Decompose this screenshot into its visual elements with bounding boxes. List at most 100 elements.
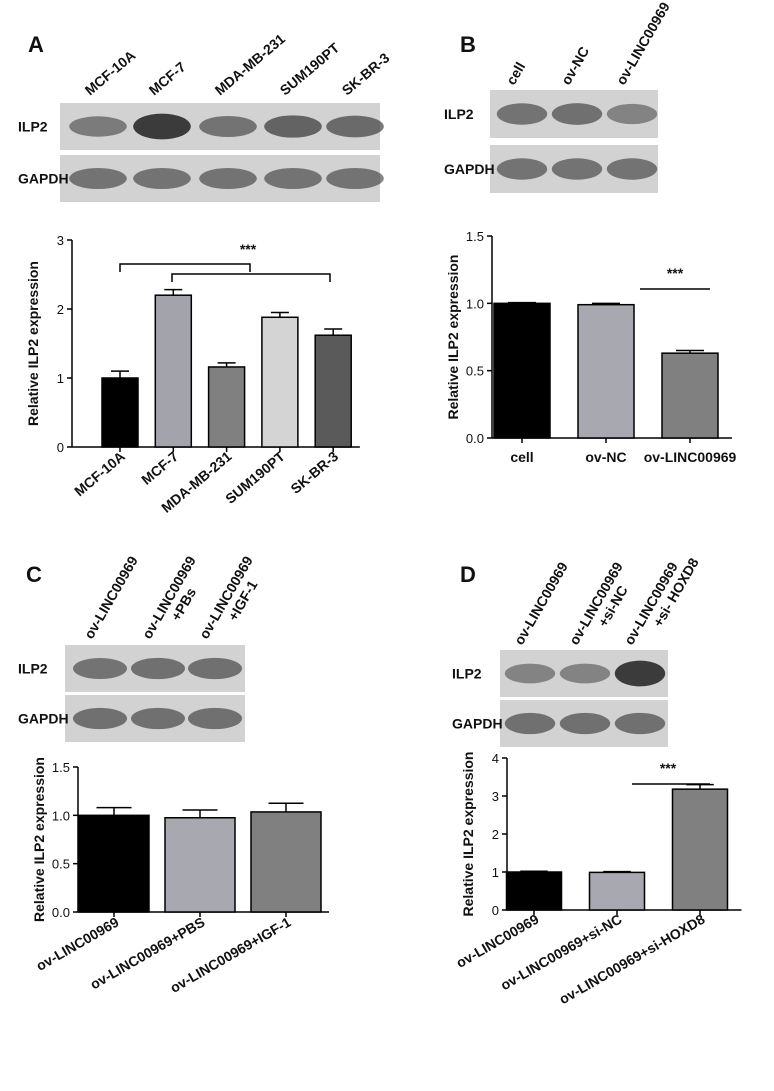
lane-label: MDA-MB-231 — [212, 30, 289, 98]
y-tick-label: 3 — [57, 233, 64, 248]
panel: CILP2GAPDHov-LINC00969ov-LINC00969+PBsov… — [18, 553, 329, 996]
panel-letter: C — [26, 562, 42, 587]
y-tick-label: 0.0 — [466, 431, 484, 446]
lane-label-line: ov-NC — [558, 44, 592, 88]
blot-row-label: GAPDH — [18, 711, 69, 727]
significance-label: *** — [240, 241, 257, 257]
blot-row-label: ILP2 — [444, 106, 474, 122]
lane-label-line: MCF-7 — [146, 58, 189, 98]
y-tick-label: 3 — [492, 789, 499, 804]
y-tick-label: 2 — [57, 302, 64, 317]
blot-band — [133, 167, 191, 190]
lane-label-line: SK-BR-3 — [339, 49, 393, 98]
lane-label: cell — [503, 59, 529, 87]
bar — [661, 352, 719, 439]
blot-band — [614, 712, 666, 735]
bar — [261, 316, 299, 448]
y-tick-label: 1 — [492, 865, 499, 880]
lane-label-line: ov-LINC00969 — [613, 0, 673, 88]
bar — [314, 334, 352, 448]
bar — [154, 294, 193, 448]
blot-band — [606, 103, 658, 125]
significance-line — [171, 273, 331, 282]
panel-letter: A — [28, 32, 44, 57]
lane-label-line: SUM190PT — [277, 39, 343, 98]
bar — [207, 366, 246, 448]
y-tick-label: 1.0 — [52, 808, 70, 823]
y-tick-label: 0.0 — [52, 905, 70, 920]
lane-label-line: ov-LINC00969 — [81, 553, 141, 641]
y-tick-label: 0 — [57, 440, 64, 455]
blot-band — [69, 116, 127, 137]
blot-band — [264, 115, 322, 138]
x-tick-label: cell — [510, 449, 533, 465]
blot-band — [559, 712, 611, 735]
blot-row-label: GAPDH — [444, 161, 495, 177]
lane-label: ov-NC — [558, 44, 592, 88]
panel-letter: B — [460, 32, 476, 57]
x-tick-label: SUM190PT — [222, 448, 288, 507]
y-tick-label: 0.5 — [52, 857, 70, 872]
blot-band — [559, 663, 611, 684]
lane-label-line: MCF-10A — [82, 47, 139, 98]
bar — [671, 788, 729, 911]
lane-label: ov-LINC00969+IGF-1 — [196, 553, 270, 649]
lane-label: SUM190PT — [277, 39, 343, 98]
lane-label: ov-LINC00969 — [81, 553, 141, 641]
y-tick-label: 0.5 — [466, 364, 484, 379]
y-tick-label: 4 — [492, 751, 499, 766]
bar — [250, 811, 322, 913]
x-tick-label: ov-LINC00969+si-HOXD8 — [556, 911, 707, 1008]
blot-band — [606, 158, 658, 180]
panel-letter: D — [460, 562, 476, 587]
blot-band — [504, 712, 556, 735]
blot-band — [69, 167, 127, 190]
x-tick-label: MCF-10A — [71, 448, 128, 499]
blot-band — [326, 167, 384, 190]
blot-band — [199, 167, 257, 190]
bar — [588, 871, 646, 911]
y-tick-label: 1.5 — [52, 760, 70, 775]
panel: B ILP2 GAPDH cell ov-NC ov-LINC00969 0.0 0.5 1.0… — [444, 0, 737, 465]
lane-label: ov-LINC00969 — [511, 559, 571, 647]
blot-band — [551, 103, 603, 125]
blot-band — [199, 115, 257, 138]
blot-band — [551, 158, 603, 180]
lane-label-line: MDA-MB-231 — [212, 30, 289, 98]
x-tick-label: SK-BR-3 — [287, 448, 341, 497]
bar — [493, 302, 551, 439]
lane-label: ov-LINC00969+si- HOXD8 — [621, 547, 702, 656]
significance-label: *** — [660, 760, 677, 776]
y-axis-label: Relative ILP2 expression — [25, 261, 41, 426]
y-axis-label: Relative ILP2 expression — [31, 757, 47, 922]
y-tick-label: 1.0 — [466, 296, 484, 311]
x-tick-label: ov-LINC00969 — [644, 449, 737, 465]
blot-band — [264, 167, 322, 190]
lane-label: SK-BR-3 — [339, 49, 393, 98]
blot-row-label: GAPDH — [18, 171, 69, 187]
significance-label: *** — [667, 265, 684, 281]
bar — [505, 871, 563, 911]
blot-band — [496, 103, 548, 125]
lane-label-line: cell — [503, 59, 529, 87]
blot-row-label: ILP2 — [18, 661, 48, 677]
y-axis-label: Relative ILP2 expression — [460, 752, 476, 917]
x-tick-label: ov-NC — [585, 449, 626, 465]
y-tick-label: 1.5 — [466, 229, 484, 244]
blot-band — [504, 663, 556, 684]
lane-label-line: ov-LINC00969 — [511, 559, 571, 647]
blot-band — [133, 113, 191, 140]
y-tick-label: 0 — [492, 903, 499, 918]
blot-band — [73, 657, 127, 680]
bar — [101, 377, 139, 448]
blot-band — [73, 707, 127, 730]
blot-row-label: ILP2 — [452, 666, 482, 682]
bar — [164, 817, 236, 913]
y-axis-label: Relative ILP2 expression — [445, 255, 461, 420]
blot-band — [614, 660, 666, 687]
bar — [577, 303, 635, 439]
blot-band — [188, 707, 242, 730]
blot-band — [131, 707, 185, 730]
blot-band — [131, 657, 185, 680]
